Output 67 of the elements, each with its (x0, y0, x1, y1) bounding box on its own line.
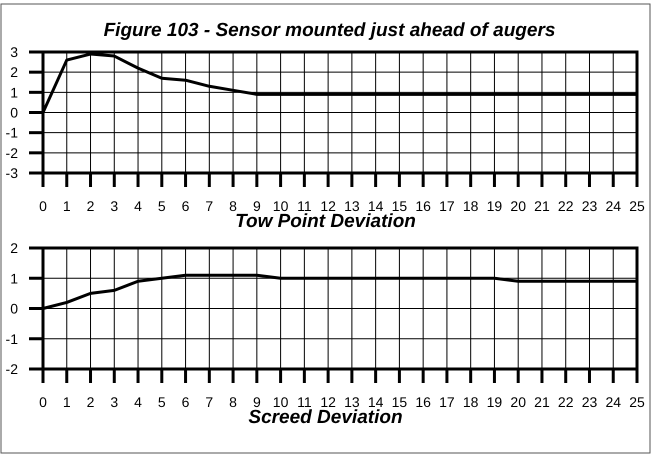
y-tick-label: 1 (10, 270, 18, 286)
x-tick-label: 18 (462, 394, 479, 410)
y-tick-label: 2 (10, 240, 18, 256)
x-tick-label: 7 (205, 198, 214, 214)
x-tick-label: 19 (486, 394, 502, 410)
x-tick-label: 1 (62, 198, 71, 214)
y-tick-label: 0 (10, 300, 18, 316)
x-tick-label: 22 (558, 394, 574, 410)
x-tick-label: 24 (605, 394, 622, 410)
x-tick-label: 17 (439, 198, 455, 214)
x-tick-label: 3 (110, 198, 118, 214)
x-tick-label: 19 (486, 198, 502, 214)
x-tick-label: 20 (510, 394, 526, 410)
x-tick-label: 23 (582, 198, 598, 214)
x-tick-label: 6 (182, 394, 190, 410)
x-tick-label: 20 (510, 198, 526, 214)
x-tick-label: 5 (158, 198, 166, 214)
y-tick-label: -2 (6, 144, 18, 161)
x-tick-label: 4 (134, 198, 142, 214)
x-tick-label: 9 (252, 394, 261, 410)
x-tick-label: 11 (297, 394, 312, 410)
x-tick-label: 2 (86, 394, 95, 410)
x-tick-label: 0 (39, 198, 48, 214)
x-tick-label: 13 (344, 198, 360, 214)
chart-title: Figure 103 - Sensor mounted just ahead of augers (104, 20, 556, 41)
x-tick-label: 22 (558, 198, 574, 214)
y-tick-label: -2 (6, 361, 18, 377)
x-tick-label: 25 (629, 394, 645, 410)
x-tick-label: 8 (229, 198, 238, 214)
x-tick-label: 25 (629, 198, 645, 214)
x-tick-label: 14 (368, 198, 384, 214)
x-tick-label: 1 (62, 394, 71, 410)
x-tick-label: 21 (534, 198, 550, 214)
x-tick-label: 21 (534, 394, 550, 410)
x-tick-label: 24 (605, 198, 622, 214)
x-tick-label: 12 (320, 394, 336, 410)
x-tick-label: 18 (462, 198, 479, 214)
x-tick-label: 11 (297, 198, 312, 214)
x-tick-label: 15 (392, 394, 408, 410)
x-tick-label: 14 (368, 394, 384, 410)
x-tick-label: 23 (582, 394, 598, 410)
x-tick-label: 16 (415, 198, 432, 214)
y-tick-label: -3 (6, 165, 18, 181)
x-tick-label: 4 (134, 394, 142, 410)
x-tick-label: 13 (344, 394, 360, 410)
x-tick-label: 15 (392, 198, 408, 214)
x-tick-label: 2 (86, 198, 95, 214)
x-tick-label: 6 (182, 198, 190, 214)
x-axis-title: Tow Point Deviation (235, 211, 416, 232)
x-tick-label: 0 (39, 394, 48, 410)
x-tick-label: 5 (158, 394, 166, 410)
x-axis-title: Screed Deviation (248, 407, 403, 428)
y-tick-label: 3 (10, 44, 18, 60)
y-tick-label: -1 (6, 330, 18, 347)
x-tick-label: 8 (229, 394, 238, 410)
x-tick-label: 10 (272, 394, 289, 410)
y-tick-label: 2 (10, 64, 18, 80)
y-tick-label: 0 (10, 104, 18, 120)
x-tick-label: 17 (439, 394, 455, 410)
y-tick-label: 1 (10, 84, 18, 100)
x-tick-label: 16 (415, 394, 432, 410)
x-tick-label: 9 (252, 198, 261, 214)
x-tick-label: 7 (205, 394, 214, 410)
x-tick-label: 10 (272, 198, 289, 214)
y-tick-label: -1 (6, 124, 18, 141)
x-tick-label: 3 (110, 394, 118, 410)
x-tick-label: 12 (320, 198, 336, 214)
